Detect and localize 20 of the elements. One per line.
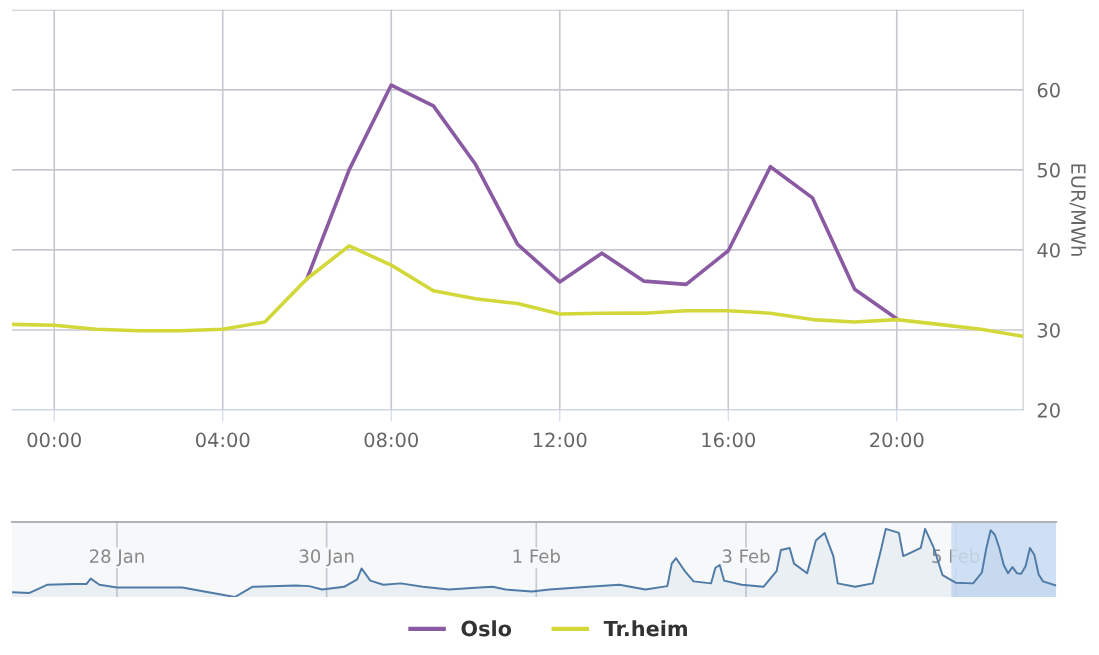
y-tick-label: 30 <box>1037 322 1060 338</box>
y-tick-label: 20 <box>1037 402 1060 418</box>
x-tick-label: 28 Jan <box>89 549 144 567</box>
y-tick-label: 40 <box>1037 242 1060 258</box>
x-tick-label: 00:00 <box>27 432 81 448</box>
x-tick-label: 12:00 <box>533 432 587 448</box>
x-tick-label: 20:00 <box>870 432 924 448</box>
x-tick-label: 16:00 <box>702 432 755 448</box>
x-tick-label: 3 Feb <box>722 549 770 563</box>
x-tick-label: 04:00 <box>195 432 250 448</box>
y-axis-title: EUR/MWh <box>1069 164 1087 256</box>
x-tick-label: 30 Jan <box>299 549 354 567</box>
legend-label: Tr.heim <box>603 620 687 637</box>
x-tick-label: 1 Feb <box>513 549 560 563</box>
x-tick-label: 08:00 <box>364 432 418 448</box>
y-tick-label: 50 <box>1037 162 1060 178</box>
y-tick-label: 60 <box>1037 82 1060 98</box>
line-series <box>12 244 1024 339</box>
line-series <box>305 83 899 321</box>
legend-label: Oslo <box>461 620 512 637</box>
